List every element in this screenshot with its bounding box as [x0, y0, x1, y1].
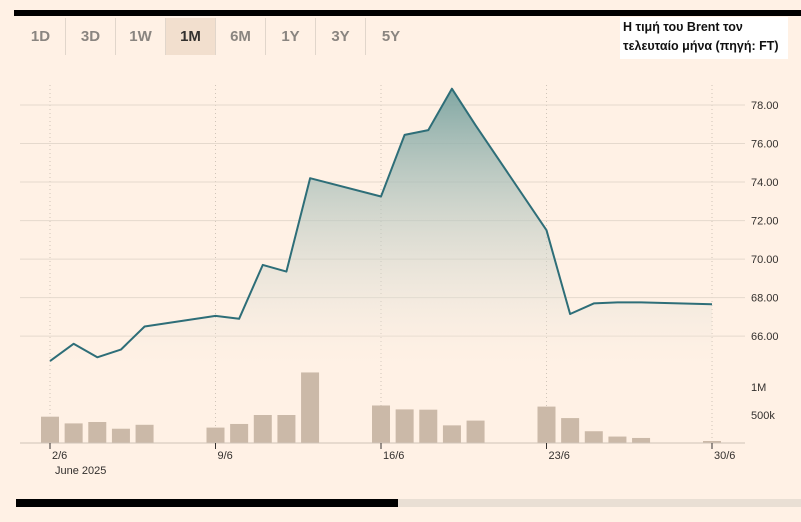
volume-bar-20 [703, 441, 721, 443]
range-tab-5y[interactable]: 5Y [381, 28, 401, 45]
volume-bar-15 [537, 406, 556, 443]
range-tab-6m[interactable]: 6M [216, 18, 266, 55]
x-tick-label-0: 2/6 [52, 450, 67, 462]
x-tick-label-2: 16/6 [383, 450, 404, 462]
volume-bar-12 [419, 409, 438, 443]
volume-bar-7 [253, 415, 272, 443]
range-tab-3d[interactable]: 3D [66, 18, 116, 55]
caption-line-2: τελευταίο μήνα (πηγή: FT) [623, 39, 779, 53]
volume-bar-4 [135, 424, 154, 443]
price-line [49, 87, 713, 362]
y-tick-label-3: 72.00 [751, 216, 779, 228]
range-tab-1y[interactable]: 1Y [266, 18, 316, 55]
range-tab-1d[interactable]: 1D [16, 18, 66, 55]
x-tick-label-4: 30/6 [714, 450, 735, 462]
volume-bar-13 [442, 425, 461, 443]
volume-tick-label-0: 500k [751, 410, 775, 422]
range-tab-3y[interactable]: 3Y [316, 18, 366, 55]
x-tick-label-1: 9/6 [218, 450, 233, 462]
y-tick-label-0: 66.00 [751, 331, 779, 343]
caption-line-1: Η τιμή του Brent τον [623, 20, 743, 34]
volume-bar-14 [466, 420, 485, 443]
y-tick-label-5: 76.00 [751, 139, 779, 151]
volume-bar-16 [561, 418, 580, 443]
range-tab-1w[interactable]: 1W [116, 18, 166, 55]
y-tick-label-6: 78.00 [751, 100, 779, 112]
x-period-label: June 2025 [55, 465, 106, 477]
volume-bar-18 [608, 436, 627, 443]
scroll-thumb[interactable] [16, 499, 398, 507]
volume-tick-label-1: 1M [751, 382, 766, 394]
scroll-track[interactable] [16, 499, 801, 507]
volume-bar-8 [277, 415, 296, 443]
volume-bar-9 [301, 372, 320, 443]
y-tick-label-1: 68.00 [751, 293, 779, 305]
range-tab-1m[interactable]: 1M [166, 18, 216, 55]
y-tick-label-2: 70.00 [751, 254, 779, 266]
x-tick-label-3: 23/6 [549, 450, 570, 462]
volume-bar-11 [395, 409, 414, 443]
volume-bar-1 [64, 423, 83, 443]
volume-bar-6 [230, 423, 249, 443]
y-tick-label-4: 74.00 [751, 177, 779, 189]
top-rule [14, 10, 801, 16]
chart-caption: Η τιμή του Brent τον τελευταίο μήνα (πηγ… [620, 17, 788, 59]
range-selector: 1D 3D 1W 1M 6M 1Y 3Y 5Y [16, 18, 416, 55]
volume-bar-2 [88, 422, 107, 443]
volume-bar-3 [111, 428, 130, 443]
volume-bar-17 [584, 431, 603, 443]
price-area [50, 88, 712, 365]
volume-bar-0 [41, 416, 59, 443]
volume-bar-5 [206, 427, 225, 443]
volume-bar-10 [372, 405, 390, 443]
volume-bar-19 [632, 437, 651, 443]
